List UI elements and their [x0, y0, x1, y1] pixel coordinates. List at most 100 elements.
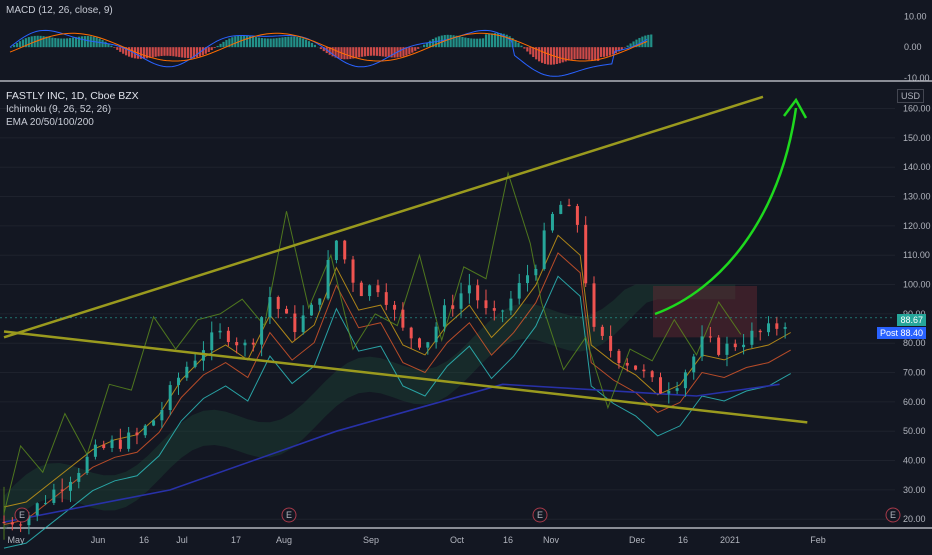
macd-hist-bar	[450, 35, 452, 47]
last-price-tag: 88.67	[897, 314, 926, 326]
candle-body	[19, 524, 22, 525]
macd-hist-bar	[385, 47, 387, 57]
candle-body	[94, 445, 97, 457]
macd-tick-label-1: 0.00	[904, 42, 922, 52]
price-tick-label-11: 130.00	[903, 192, 931, 202]
candle-body	[3, 522, 6, 523]
macd-hist-bar	[87, 36, 89, 47]
macd-hist-bar	[181, 47, 183, 57]
macd-hist-bar	[458, 36, 460, 47]
macd-hist-bar	[163, 47, 165, 56]
candle-body	[684, 372, 687, 388]
macd-hist-bar	[81, 36, 83, 47]
macd-hist-bar	[526, 47, 528, 51]
time-tick-label-9: Nov	[543, 535, 560, 545]
candle-body	[135, 433, 138, 436]
macd-hist-bar	[361, 47, 363, 57]
candle-body	[352, 259, 355, 282]
macd-hist-bar	[615, 47, 617, 53]
macd-hist-bar	[219, 44, 221, 47]
macd-hist-bar	[571, 47, 573, 60]
macd-hist-bar	[482, 38, 484, 47]
candle-body	[318, 298, 321, 304]
macd-hist-bar	[311, 43, 313, 47]
candle-body	[44, 503, 47, 504]
candle-body	[202, 350, 205, 360]
macd-hist-bar	[388, 47, 390, 57]
macd-hist-bar	[222, 42, 224, 47]
macd-hist-bar	[556, 47, 558, 64]
macd-hist-bar	[573, 47, 575, 59]
macd-hist-bar	[63, 39, 65, 48]
time-tick-label-7: Oct	[450, 535, 465, 545]
macd-hist-bar	[60, 39, 62, 48]
macd-hist-bar	[31, 36, 33, 47]
macd-hist-bar	[16, 43, 18, 47]
macd-hist-bar	[258, 38, 260, 48]
macd-hist-bar	[349, 47, 351, 59]
candle-body	[144, 426, 147, 436]
candle-body	[227, 331, 230, 342]
macd-hist-bar	[243, 35, 245, 47]
macd-hist-bar	[464, 38, 466, 48]
macd-hist-bar	[485, 34, 487, 47]
candle-body	[127, 433, 130, 449]
earnings-marker-label-3: E	[890, 510, 896, 520]
macd-hist-bar	[278, 38, 280, 47]
macd-legend: MACD (12, 26, close, 9)	[6, 5, 113, 16]
candle-body	[368, 285, 371, 296]
time-tick-label-6: Sep	[363, 535, 379, 545]
macd-hist-bar	[453, 35, 455, 47]
macd-hist-bar	[517, 43, 519, 47]
candle-body	[742, 345, 745, 347]
currency-label[interactable]: USD	[897, 89, 924, 103]
candle-body	[418, 338, 421, 347]
indicator-ema: EMA 20/50/100/200	[6, 117, 94, 128]
candle-body	[676, 388, 679, 391]
candle-body	[493, 308, 496, 311]
candle-body	[277, 297, 280, 309]
macd-hist-bar	[320, 47, 322, 49]
candle-body	[210, 332, 213, 350]
price-tick-label-12: 140.00	[903, 162, 931, 172]
projection-arrow	[655, 108, 796, 314]
candle-body	[119, 440, 122, 449]
candle-body	[426, 342, 429, 347]
candle-body	[243, 343, 246, 346]
macd-hist-bar	[296, 37, 298, 47]
macd-hist-bar	[267, 39, 269, 48]
macd-hist-bar	[281, 37, 283, 47]
macd-hist-bar	[152, 47, 154, 57]
candle-body	[692, 357, 695, 373]
macd-hist-bar	[72, 38, 74, 48]
macd-hist-bar	[582, 47, 584, 59]
macd-hist-bar	[473, 39, 475, 48]
macd-hist-bar	[364, 47, 366, 56]
macd-hist-bar	[101, 40, 103, 47]
macd-hist-bar	[541, 47, 543, 63]
candle-body	[460, 293, 463, 308]
macd-hist-bar	[246, 36, 248, 48]
candle-body	[169, 385, 172, 410]
candle-body	[551, 214, 554, 230]
macd-hist-bar	[346, 47, 348, 59]
time-tick-label-10: Dec	[629, 535, 646, 545]
candle-body	[69, 482, 72, 491]
macd-hist-bar	[273, 38, 275, 47]
candle-body	[185, 367, 188, 378]
symbol-line: FASTLY INC, 1D, Cboe BZX	[6, 90, 139, 102]
macd-hist-bar	[264, 38, 266, 47]
macd-hist-bar	[84, 36, 86, 47]
macd-hist-bar	[314, 45, 316, 47]
candle-body	[568, 205, 571, 206]
macd-hist-bar	[51, 38, 53, 48]
macd-hist-bar	[576, 47, 578, 59]
macd-hist-bar	[373, 47, 375, 56]
macd-hist-bar	[612, 47, 614, 54]
macd-hist-bar	[66, 38, 68, 47]
macd-hist-bar	[370, 47, 372, 56]
macd-hist-bar	[175, 47, 177, 56]
macd-hist-bar	[75, 37, 77, 47]
time-tick-label-2: 16	[139, 535, 149, 545]
